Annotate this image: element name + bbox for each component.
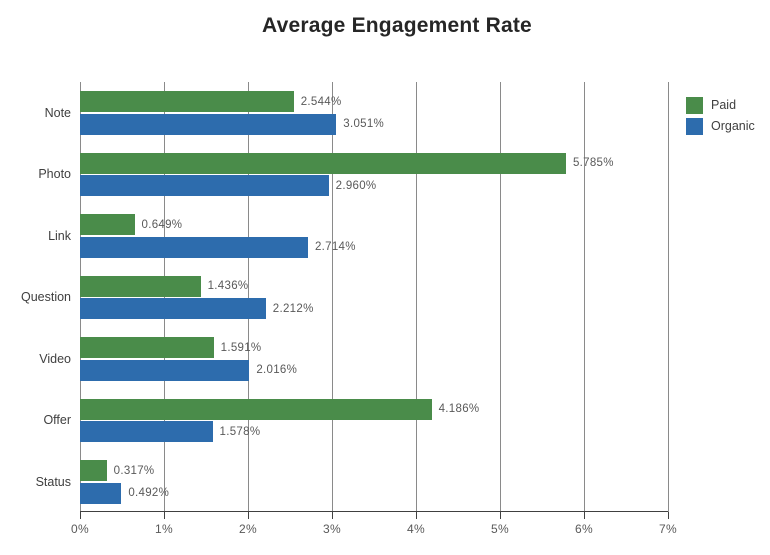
value-label-paid-offer: 4.186% bbox=[438, 403, 480, 415]
bar-paid-status bbox=[80, 460, 107, 481]
x-axis-tick bbox=[79, 512, 81, 519]
value-label-organic-status: 0.492% bbox=[128, 487, 170, 499]
bar-organic-status bbox=[80, 482, 122, 504]
value-label-paid-note: 2.544% bbox=[300, 95, 342, 108]
bar-organic-offer bbox=[80, 421, 213, 442]
organic-series-swatch bbox=[686, 117, 703, 135]
x-tick-label: 2% bbox=[239, 522, 257, 536]
gridline bbox=[499, 82, 501, 512]
gridline bbox=[79, 82, 81, 512]
bar-organic-question bbox=[80, 298, 266, 319]
gridline bbox=[247, 82, 249, 512]
bar-organic-note bbox=[80, 113, 337, 135]
value-label-paid-question: 1.436% bbox=[207, 280, 249, 292]
x-tick-label: 6% bbox=[575, 522, 593, 536]
legend: Paid Organic bbox=[686, 96, 755, 135]
value-label-paid-link: 0.649% bbox=[141, 218, 183, 231]
category-label-offer: Offer bbox=[43, 413, 71, 428]
legend-item-organic: Organic bbox=[686, 117, 755, 135]
x-tick-label: 1% bbox=[155, 522, 173, 536]
value-label-organic-question: 2.212% bbox=[272, 302, 314, 315]
gridline bbox=[583, 82, 585, 512]
legend-item-paid: Paid bbox=[686, 96, 755, 114]
x-axis-tick bbox=[583, 512, 585, 519]
bar-organic-link bbox=[80, 236, 308, 258]
bar-paid-photo bbox=[80, 152, 566, 174]
x-axis-tick bbox=[163, 512, 165, 519]
category-label-photo: Photo bbox=[38, 167, 71, 182]
value-label-paid-video: 1.591% bbox=[220, 341, 262, 354]
gridline bbox=[415, 82, 417, 512]
x-tick-label: 4% bbox=[407, 522, 425, 536]
value-label-organic-video: 2.016% bbox=[256, 364, 298, 376]
bar-organic-video bbox=[80, 359, 250, 381]
value-label-paid-status: 0.317% bbox=[113, 464, 155, 477]
value-label-organic-offer: 1.578% bbox=[219, 425, 261, 438]
x-axis-tick bbox=[499, 512, 501, 519]
x-tick-label: 0% bbox=[71, 522, 89, 536]
value-label-paid-photo: 5.785% bbox=[572, 157, 614, 169]
x-axis-tick bbox=[331, 512, 333, 519]
bar-organic-photo bbox=[80, 175, 329, 196]
category-label-note: Note bbox=[44, 105, 71, 120]
legend-label-organic: Organic bbox=[711, 119, 755, 133]
paid-series-swatch bbox=[686, 96, 703, 114]
value-label-organic-photo: 2.960% bbox=[335, 179, 377, 192]
category-label-link: Link bbox=[48, 228, 71, 243]
bar-paid-question bbox=[80, 275, 201, 297]
value-label-organic-note: 3.051% bbox=[343, 118, 385, 130]
x-tick-label: 5% bbox=[491, 522, 509, 536]
x-tick-label: 3% bbox=[323, 522, 341, 536]
x-tick-label: 7% bbox=[659, 522, 677, 536]
category-label-video: Video bbox=[39, 351, 71, 366]
gridline bbox=[331, 82, 333, 512]
bar-paid-offer bbox=[80, 398, 432, 420]
x-axis-tick bbox=[667, 512, 669, 519]
gridline bbox=[163, 82, 165, 512]
gridline bbox=[667, 82, 669, 512]
category-label-question: Question bbox=[20, 290, 71, 305]
category-label-status: Status bbox=[35, 474, 71, 489]
legend-label-paid: Paid bbox=[711, 98, 737, 112]
x-axis-tick bbox=[415, 512, 417, 519]
bar-paid-note bbox=[80, 91, 294, 112]
bar-paid-video bbox=[80, 337, 214, 358]
value-label-organic-link: 2.714% bbox=[314, 241, 356, 253]
x-axis-tick bbox=[247, 512, 249, 519]
x-axis-line bbox=[80, 510, 668, 512]
chart-title: Average Engagement Rate bbox=[262, 14, 532, 37]
bar-paid-link bbox=[80, 214, 135, 235]
